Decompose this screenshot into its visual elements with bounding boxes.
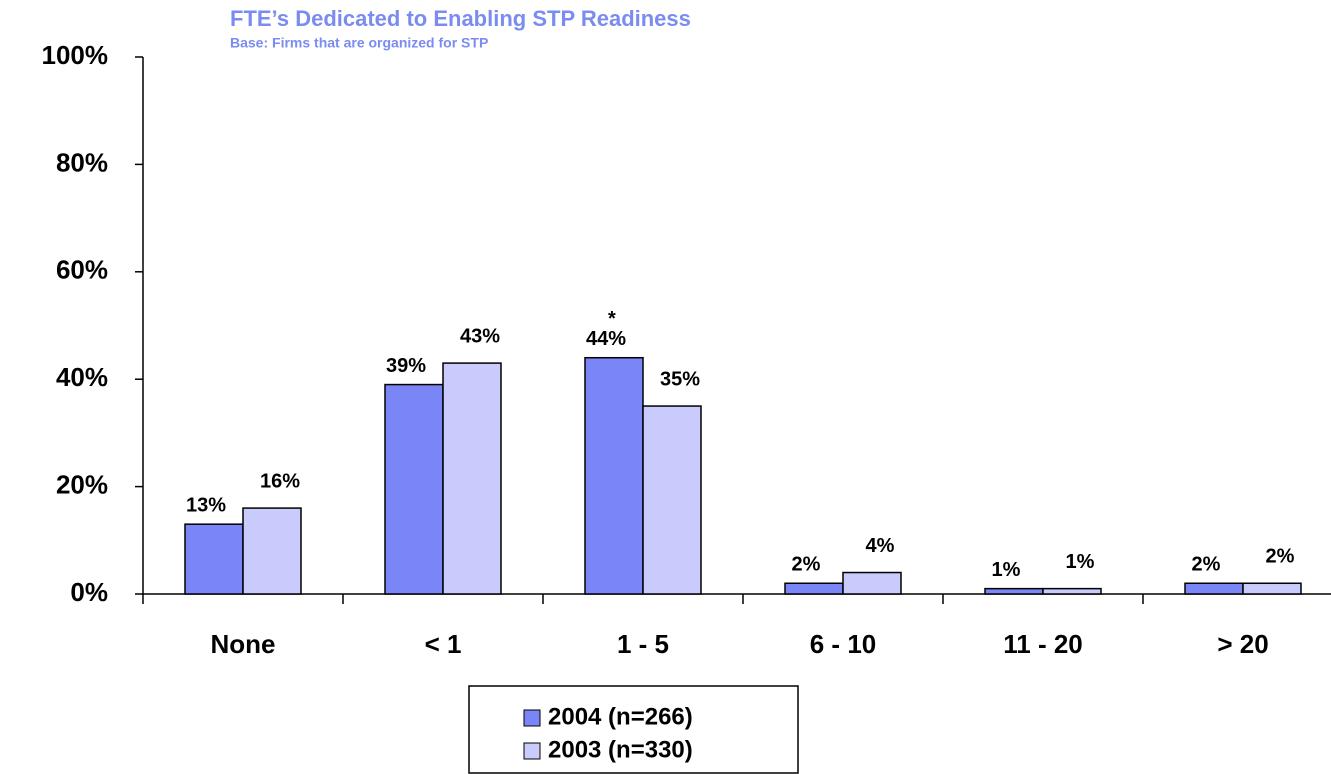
chart-subtitle: Base: Firms that are organized for STP bbox=[230, 35, 488, 51]
value-label: 1% bbox=[1066, 551, 1095, 573]
value-label: 39% bbox=[386, 355, 426, 377]
y-tick-label: 80% bbox=[56, 147, 108, 177]
y-tick-label: 20% bbox=[56, 469, 108, 499]
value-label: 1% bbox=[992, 559, 1021, 581]
bar bbox=[1184, 582, 1244, 595]
value-label: 2% bbox=[1192, 554, 1221, 576]
x-tick-label: < 1 bbox=[425, 629, 462, 659]
bar bbox=[442, 362, 502, 595]
chart-title: FTE’s Dedicated to Enabling STP Readines… bbox=[230, 6, 691, 31]
bar bbox=[642, 405, 702, 595]
x-tick-label: 1 - 5 bbox=[617, 629, 669, 659]
bar bbox=[784, 582, 844, 595]
legend-swatch bbox=[523, 742, 541, 760]
bar bbox=[584, 356, 644, 595]
value-label: 2% bbox=[1266, 546, 1295, 568]
bar bbox=[842, 571, 902, 595]
bar bbox=[984, 587, 1044, 595]
y-tick-label: 40% bbox=[56, 362, 108, 392]
annotation: * bbox=[608, 308, 616, 330]
bar bbox=[1242, 582, 1302, 595]
x-tick-label: 11 - 20 bbox=[1003, 629, 1083, 659]
x-tick-label: None bbox=[211, 629, 276, 659]
x-tick-label: > 20 bbox=[1217, 629, 1268, 659]
value-label: 16% bbox=[260, 470, 300, 492]
value-label: 44% bbox=[586, 328, 626, 350]
bar bbox=[1042, 587, 1102, 595]
legend-swatch bbox=[523, 709, 541, 727]
bar bbox=[384, 383, 444, 595]
value-label: 43% bbox=[460, 325, 500, 347]
value-label: 13% bbox=[186, 494, 226, 516]
value-label: 35% bbox=[660, 368, 700, 390]
bar bbox=[242, 507, 302, 595]
y-tick-label: 60% bbox=[56, 255, 108, 285]
y-tick-label: 0% bbox=[70, 577, 108, 607]
value-label: 2% bbox=[792, 554, 821, 576]
x-tick-label: 6 - 10 bbox=[810, 629, 877, 659]
bar bbox=[184, 523, 244, 595]
y-tick-label: 100% bbox=[42, 40, 109, 70]
legend-label: 2004 (n=266) bbox=[548, 703, 693, 730]
legend-label: 2003 (n=330) bbox=[548, 736, 693, 763]
value-label: 4% bbox=[866, 535, 895, 557]
